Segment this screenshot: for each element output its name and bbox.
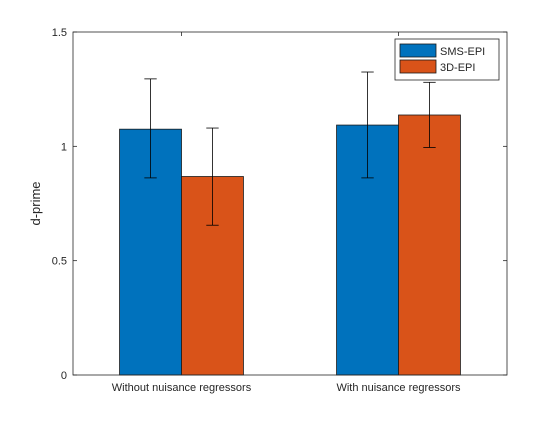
y-tick-label: 0.5 [52, 256, 67, 268]
errorbars-layer [144, 71, 436, 226]
legend-label: 3D-EPI [440, 62, 475, 74]
legend-label: SMS-EPI [440, 46, 485, 58]
y-tick-label: 1 [61, 141, 67, 153]
axes-box [72, 31, 508, 376]
legend-swatch-3d-epi [399, 59, 437, 74]
bar-3d-epi-2 [398, 114, 461, 376]
legend-swatch-sms-epi [399, 43, 437, 58]
y-tick-label: 0 [61, 370, 67, 382]
y-tick-label: 1.5 [52, 27, 67, 39]
legend: SMS-EPI 3D-EPI [394, 38, 500, 81]
labels-layer: 0 0.5 1 1.5 Without nuisance regressors With … [52, 27, 461, 394]
y-axis-label: d-prime [28, 181, 43, 225]
x-tick-label: Without nuisance regressors [112, 382, 252, 394]
x-tick-label: With nuisance regressors [336, 382, 461, 394]
